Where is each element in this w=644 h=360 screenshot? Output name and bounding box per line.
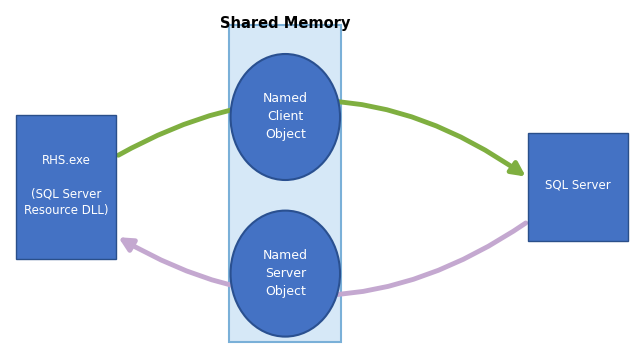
Ellipse shape [231,54,340,180]
Ellipse shape [231,211,340,337]
Text: RHS.exe

(SQL Server
Resource DLL): RHS.exe (SQL Server Resource DLL) [24,154,109,217]
Text: Named
Client
Object: Named Client Object [263,93,308,141]
FancyBboxPatch shape [16,115,116,259]
Text: SQL Server: SQL Server [545,179,611,192]
Text: Shared Memory: Shared Memory [220,16,350,31]
FancyBboxPatch shape [229,25,341,342]
Text: Named
Server
Object: Named Server Object [263,249,308,298]
FancyBboxPatch shape [528,133,628,241]
